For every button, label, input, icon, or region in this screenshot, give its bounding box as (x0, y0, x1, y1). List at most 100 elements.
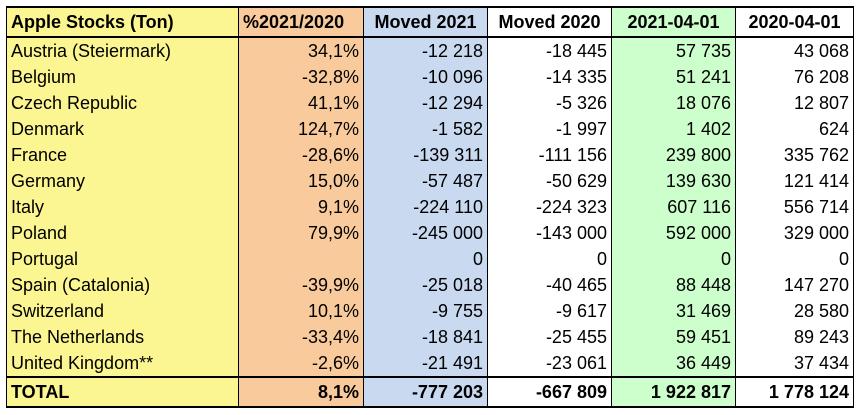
country-cell: Austria (Steiermark) (6, 37, 239, 64)
stock-2021-cell: 139 630 (611, 168, 736, 194)
table-row: Portugal 0 0 0 0 (6, 246, 854, 272)
header-stock-2020: 2020-04-01 (735, 6, 854, 38)
country-cell: Germany (6, 168, 239, 194)
moved-2020-cell: -1 997 (487, 116, 612, 142)
change-pct-cell (238, 246, 364, 272)
table-row: France -28,6% -139 311 -111 156 239 800 335 7… (6, 142, 854, 168)
header-moved-2020: Moved 2020 (487, 6, 612, 38)
moved-2020-cell: -5 326 (487, 90, 612, 116)
moved-2020-cell: -224 323 (487, 194, 612, 220)
change-pct-cell: 15,0% (238, 168, 364, 194)
stock-2021-cell: 59 451 (611, 324, 736, 350)
change-pct-cell: 124,7% (238, 116, 364, 142)
change-pct-cell: 79,9% (238, 220, 364, 246)
stock-2020-cell: 0 (735, 246, 854, 272)
moved-2021-cell: -21 491 (363, 350, 488, 378)
table-row: United Kingdom** -2,6% -21 491 -23 061 36 44… (6, 350, 854, 378)
moved-2021-cell: -12 218 (363, 37, 488, 64)
header-country: Apple Stocks (Ton) (6, 6, 239, 38)
apple-stocks-table: Apple Stocks (Ton) %2021/2020 Moved 2021… (6, 6, 854, 408)
header-moved-2021: Moved 2021 (363, 6, 488, 38)
country-cell: France (6, 142, 239, 168)
moved-2020-cell: -23 061 (487, 350, 612, 378)
table-row: Poland 79,9% -245 000 -143 000 592 000 329 00… (6, 220, 854, 246)
stock-2020-cell: 43 068 (735, 37, 854, 64)
total-change-pct: 8,1% (238, 376, 364, 408)
moved-2020-cell: -25 455 (487, 324, 612, 350)
table-row: Austria (Steiermark) 34,1% -12 218 -18 445 5… (6, 37, 854, 64)
country-cell: Poland (6, 220, 239, 246)
stock-2020-cell: 121 414 (735, 168, 854, 194)
moved-2021-cell: -57 487 (363, 168, 488, 194)
country-cell: Belgium (6, 64, 239, 90)
moved-2021-cell: -224 110 (363, 194, 488, 220)
stock-2020-cell: 329 000 (735, 220, 854, 246)
moved-2021-cell: -18 841 (363, 324, 488, 350)
change-pct-cell: 9,1% (238, 194, 364, 220)
stock-2021-cell: 607 116 (611, 194, 736, 220)
table-row: Germany 15,0% -57 487 -50 629 139 630 121 414 (6, 168, 854, 194)
moved-2021-cell: -245 000 (363, 220, 488, 246)
stock-2021-cell: 36 449 (611, 350, 736, 378)
table-row: Belgium -32,8% -10 096 -14 335 51 241 76 208 (6, 64, 854, 90)
moved-2020-cell: -143 000 (487, 220, 612, 246)
total-moved-2021: -777 203 (363, 376, 488, 408)
change-pct-cell: -39,9% (238, 272, 364, 298)
header-row: Apple Stocks (Ton) %2021/2020 Moved 2021… (6, 6, 854, 38)
moved-2021-cell: -12 294 (363, 90, 488, 116)
stock-2021-cell: 31 469 (611, 298, 736, 324)
stock-2020-cell: 37 434 (735, 350, 854, 378)
stock-2020-cell: 28 580 (735, 298, 854, 324)
country-cell: The Netherlands (6, 324, 239, 350)
moved-2020-cell: -9 617 (487, 298, 612, 324)
moved-2021-cell: -25 018 (363, 272, 488, 298)
change-pct-cell: 41,1% (238, 90, 364, 116)
stock-2020-cell: 12 807 (735, 90, 854, 116)
change-pct-cell: -28,6% (238, 142, 364, 168)
stock-2021-cell: 18 076 (611, 90, 736, 116)
moved-2020-cell: -18 445 (487, 37, 612, 64)
table-row: Switzerland 10,1% -9 755 -9 617 31 469 28 580 (6, 298, 854, 324)
change-pct-cell: -33,4% (238, 324, 364, 350)
stock-2020-cell: 624 (735, 116, 854, 142)
stock-2021-cell: 0 (611, 246, 736, 272)
stock-2021-cell: 88 448 (611, 272, 736, 298)
country-cell: Czech Republic (6, 90, 239, 116)
table-row: Italy 9,1% -224 110 -224 323 607 116 556 714 (6, 194, 854, 220)
country-cell: Italy (6, 194, 239, 220)
moved-2020-cell: -50 629 (487, 168, 612, 194)
moved-2020-cell: -14 335 (487, 64, 612, 90)
country-cell: United Kingdom** (6, 350, 239, 378)
table-row: Czech Republic 41,1% -12 294 -5 326 18 076 12… (6, 90, 854, 116)
change-pct-cell: -2,6% (238, 350, 364, 378)
stock-2021-cell: 57 735 (611, 37, 736, 64)
stock-2021-cell: 1 402 (611, 116, 736, 142)
stock-2020-cell: 335 762 (735, 142, 854, 168)
header-stock-2021: 2021-04-01 (611, 6, 736, 38)
change-pct-cell: -32,8% (238, 64, 364, 90)
country-cell: Switzerland (6, 298, 239, 324)
moved-2021-cell: -9 755 (363, 298, 488, 324)
total-label: TOTAL (6, 376, 239, 408)
header-change-pct: %2021/2020 (238, 6, 364, 38)
stock-2021-cell: 239 800 (611, 142, 736, 168)
country-cell: Denmark (6, 116, 239, 142)
moved-2020-cell: -111 156 (487, 142, 612, 168)
stock-2020-cell: 89 243 (735, 324, 854, 350)
moved-2020-cell: 0 (487, 246, 612, 272)
stock-2020-cell: 76 208 (735, 64, 854, 90)
stock-2020-cell: 147 270 (735, 272, 854, 298)
total-stock-2020: 1 778 124 (735, 376, 854, 408)
stock-2020-cell: 556 714 (735, 194, 854, 220)
stock-2021-cell: 592 000 (611, 220, 736, 246)
table-row: Denmark 124,7% -1 582 -1 997 1 402 624 (6, 116, 854, 142)
stock-2021-cell: 51 241 (611, 64, 736, 90)
change-pct-cell: 10,1% (238, 298, 364, 324)
moved-2021-cell: -1 582 (363, 116, 488, 142)
total-moved-2020: -667 809 (487, 376, 612, 408)
change-pct-cell: 34,1% (238, 37, 364, 64)
moved-2021-cell: -10 096 (363, 64, 488, 90)
moved-2020-cell: -40 465 (487, 272, 612, 298)
total-stock-2021: 1 922 817 (611, 376, 736, 408)
total-row: TOTAL 8,1% -777 203 -667 809 1 922 817 1… (6, 376, 854, 408)
